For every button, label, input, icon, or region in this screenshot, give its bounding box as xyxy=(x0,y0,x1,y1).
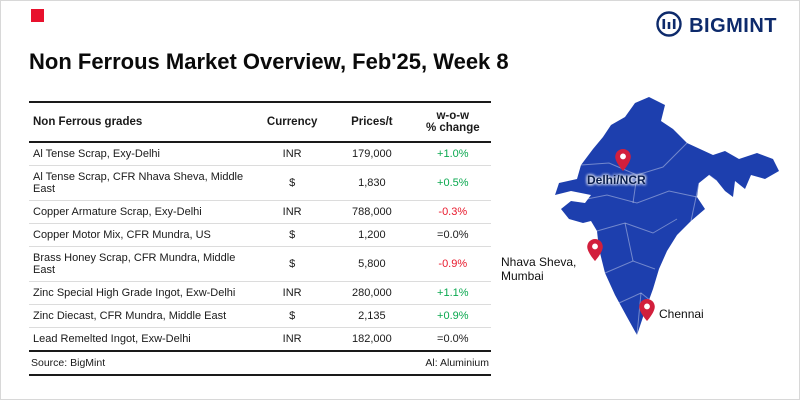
currency-cell: INR xyxy=(255,327,330,352)
price-cell: 182,000 xyxy=(329,327,415,352)
table-row: Zinc Special High Grade Ingot, Exw-Delhi… xyxy=(29,281,491,305)
col-header-price: Prices/t xyxy=(329,101,415,143)
table-row: Brass Honey Scrap, CFR Mundra, Middle Ea… xyxy=(29,246,491,282)
bigmint-logo-text: BIGMINT xyxy=(689,15,777,37)
pin-label-delhi: Delhi/NCR xyxy=(587,173,646,187)
table-row: Copper Armature Scrap, Exy-Delhi INR 788… xyxy=(29,200,491,224)
grade-cell: Zinc Special High Grade Ingot, Exw-Delhi xyxy=(29,281,256,305)
grade-cell: Al Tense Scrap, Exy-Delhi xyxy=(29,142,256,166)
change-cell: -0.3% xyxy=(414,200,491,224)
price-cell: 179,000 xyxy=(329,142,415,166)
bigmint-logo: BIGMINT xyxy=(656,11,777,42)
source-label: Source: BigMint xyxy=(31,357,106,369)
col-header-currency: Currency xyxy=(255,101,330,143)
currency-cell: INR xyxy=(255,142,330,166)
table-row: Al Tense Scrap, Exy-Delhi INR 179,000 +1… xyxy=(29,142,491,166)
currency-cell: INR xyxy=(255,200,330,224)
page-title: Non Ferrous Market Overview, Feb'25, Wee… xyxy=(29,49,509,74)
change-cell: =0.0% xyxy=(414,223,491,247)
grade-cell: Zinc Diecast, CFR Mundra, Middle East xyxy=(29,304,256,328)
brand-accent-square xyxy=(31,9,44,22)
change-cell: =0.0% xyxy=(414,327,491,352)
india-map-svg xyxy=(555,97,779,336)
change-cell: +1.1% xyxy=(414,281,491,305)
grade-cell: Al Tense Scrap, CFR Nhava Sheva, Middle … xyxy=(29,165,256,201)
table-row: Zinc Diecast, CFR Mundra, Middle East $ … xyxy=(29,304,491,328)
change-cell: -0.9% xyxy=(414,246,491,282)
price-cell: 280,000 xyxy=(329,281,415,305)
currency-cell: $ xyxy=(255,246,330,282)
grade-cell: Lead Remelted Ingot, Exw-Delhi xyxy=(29,327,256,352)
col-header-grades: Non Ferrous grades xyxy=(29,101,256,143)
grade-cell: Copper Armature Scrap, Exy-Delhi xyxy=(29,200,256,224)
india-landmass xyxy=(555,97,779,335)
currency-cell: $ xyxy=(255,165,330,201)
grade-cell: Copper Motor Mix, CFR Mundra, US xyxy=(29,223,256,247)
map-pin-delhi xyxy=(615,149,631,171)
grade-cell: Brass Honey Scrap, CFR Mundra, Middle Ea… xyxy=(29,246,256,282)
price-cell: 1,200 xyxy=(329,223,415,247)
change-cell: +0.9% xyxy=(414,304,491,328)
table-row: Lead Remelted Ingot, Exw-Delhi INR 182,0… xyxy=(29,327,491,352)
price-cell: 2,135 xyxy=(329,304,415,328)
state-borders xyxy=(576,142,718,336)
prices-table: Non Ferrous grades Currency Prices/t w-o… xyxy=(29,101,491,352)
india-map: Delhi/NCR Nhava Sheva, Mumbai Chennai xyxy=(501,89,799,399)
pin-label-chennai: Chennai xyxy=(659,307,704,321)
table-row: Al Tense Scrap, CFR Nhava Sheva, Middle … xyxy=(29,165,491,201)
table-footer: Source: BigMint Al: Aluminium xyxy=(29,352,491,376)
price-cell: 788,000 xyxy=(329,200,415,224)
prices-table-wrap: Non Ferrous grades Currency Prices/t w-o… xyxy=(29,101,491,376)
map-pin-nhava-sheva xyxy=(587,239,603,261)
pin-label-nhava-sheva: Nhava Sheva, Mumbai xyxy=(501,255,577,283)
price-cell: 1,830 xyxy=(329,165,415,201)
aluminium-note: Al: Aluminium xyxy=(425,357,489,369)
col-header-wow-change: w-o-w % change xyxy=(414,101,491,143)
header-row: Non Ferrous grades Currency Prices/t w-o… xyxy=(29,101,491,143)
price-cell: 5,800 xyxy=(329,246,415,282)
bigmint-logo-icon xyxy=(656,11,682,42)
change-cell: +0.5% xyxy=(414,165,491,201)
table-row: Copper Motor Mix, CFR Mundra, US $ 1,200… xyxy=(29,223,491,247)
currency-cell: $ xyxy=(255,304,330,328)
map-pin-chennai xyxy=(639,299,655,321)
currency-cell: INR xyxy=(255,281,330,305)
currency-cell: $ xyxy=(255,223,330,247)
change-cell: +1.0% xyxy=(414,142,491,166)
